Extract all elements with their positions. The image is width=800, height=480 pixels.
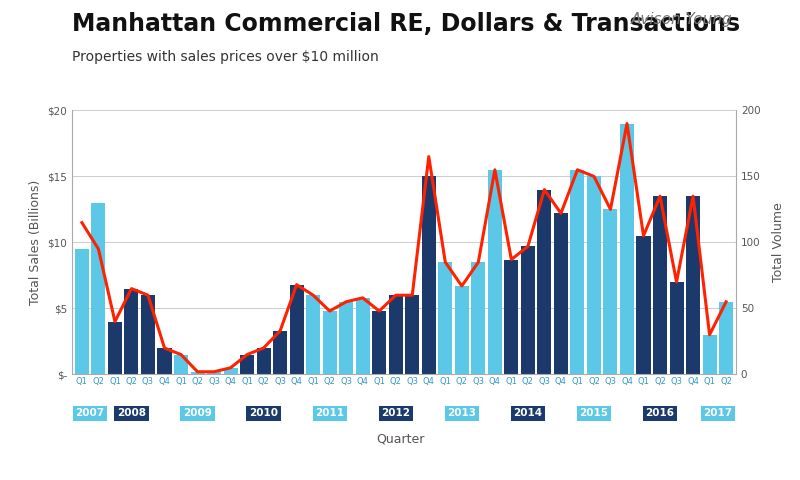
Bar — [389, 295, 402, 374]
Text: Avison Young: Avison Young — [630, 12, 732, 27]
Bar — [125, 288, 138, 374]
Bar — [620, 124, 634, 374]
Bar — [306, 295, 320, 374]
Bar — [190, 372, 205, 374]
Bar — [356, 298, 370, 374]
Bar — [637, 236, 650, 374]
Bar — [207, 372, 221, 374]
Text: 2007: 2007 — [76, 408, 105, 418]
Bar — [521, 246, 535, 374]
Bar — [290, 285, 304, 374]
Y-axis label: Total Volume: Total Volume — [772, 203, 785, 282]
Text: 2017: 2017 — [703, 408, 732, 418]
Text: Quarter: Quarter — [376, 432, 424, 445]
Text: Properties with sales prices over $10 million: Properties with sales prices over $10 mi… — [72, 50, 378, 64]
Bar — [257, 348, 270, 374]
Text: Manhattan Commercial RE, Dollars & Transactions: Manhattan Commercial RE, Dollars & Trans… — [72, 12, 740, 36]
Bar — [719, 302, 733, 374]
Bar — [273, 331, 287, 374]
Y-axis label: Total Sales (Billions): Total Sales (Billions) — [29, 180, 42, 305]
Bar — [406, 295, 419, 374]
Bar — [504, 260, 518, 374]
Bar — [570, 170, 585, 374]
Bar — [670, 282, 683, 374]
Bar — [141, 295, 155, 374]
Bar — [174, 355, 188, 374]
Text: 2009: 2009 — [183, 408, 212, 418]
Bar — [653, 196, 667, 374]
Bar — [538, 190, 551, 374]
Bar — [158, 348, 171, 374]
Text: 2014: 2014 — [514, 408, 542, 418]
Bar — [91, 203, 106, 374]
Bar — [471, 262, 486, 374]
Text: 2011: 2011 — [315, 408, 344, 418]
Text: 2016: 2016 — [646, 408, 674, 418]
Bar — [372, 311, 386, 374]
Bar — [322, 311, 337, 374]
Bar — [702, 335, 717, 374]
Bar — [240, 355, 254, 374]
Bar — [438, 262, 452, 374]
Text: 2013: 2013 — [447, 408, 476, 418]
Bar — [75, 249, 89, 374]
Bar — [587, 176, 601, 374]
Bar — [422, 176, 436, 374]
Text: 2008: 2008 — [117, 408, 146, 418]
Bar — [488, 170, 502, 374]
Bar — [554, 213, 568, 374]
Bar — [454, 286, 469, 374]
Bar — [339, 302, 354, 374]
Bar — [603, 209, 618, 374]
Bar — [223, 368, 238, 374]
Text: 2012: 2012 — [382, 408, 410, 418]
Bar — [686, 196, 700, 374]
Text: 2010: 2010 — [249, 408, 278, 418]
Text: 2015: 2015 — [579, 408, 609, 418]
Bar — [108, 322, 122, 374]
